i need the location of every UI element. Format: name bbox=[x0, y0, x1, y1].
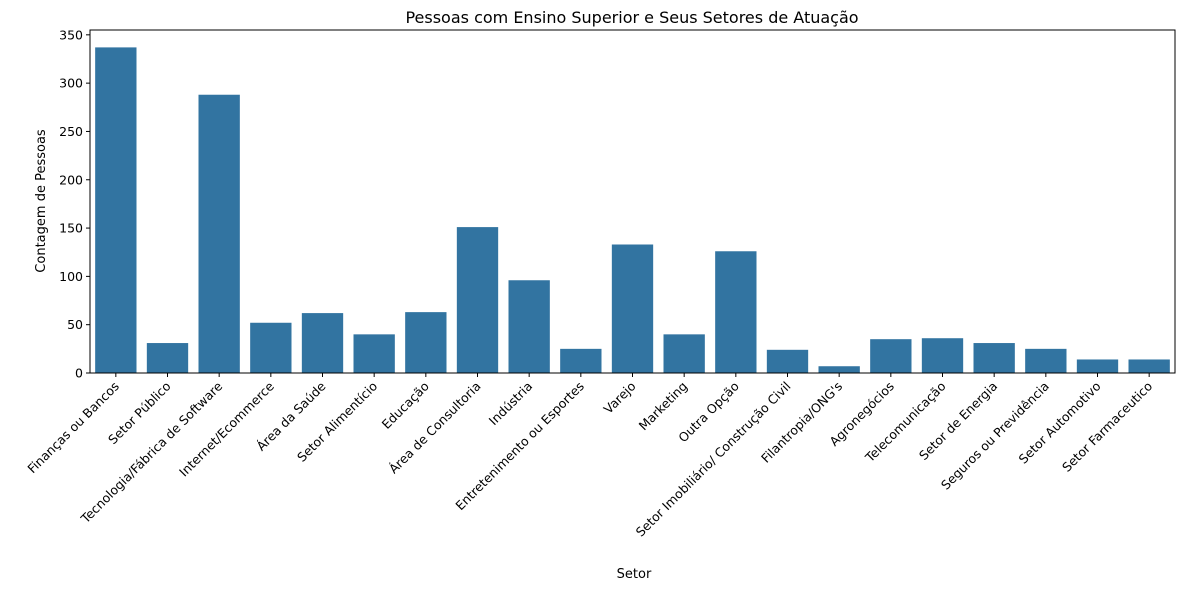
x-tick-label: Varejo bbox=[600, 379, 638, 417]
y-tick-label: 350 bbox=[59, 27, 83, 42]
x-tick-label: Setor Farmaceutico bbox=[1059, 379, 1155, 475]
y-tick-label: 250 bbox=[59, 124, 83, 139]
x-tick-label: Indústria bbox=[486, 379, 536, 429]
bar bbox=[715, 251, 757, 373]
bar bbox=[611, 244, 654, 373]
chart-title: Pessoas com Ensino Superior e Seus Setor… bbox=[405, 8, 858, 27]
bar bbox=[301, 313, 344, 373]
y-tick-label: 300 bbox=[59, 76, 83, 91]
y-tick-label: 100 bbox=[59, 269, 83, 284]
bar bbox=[1025, 348, 1067, 373]
bar bbox=[921, 338, 964, 373]
y-tick-label: 0 bbox=[75, 366, 83, 381]
bar bbox=[973, 343, 1015, 373]
bar bbox=[870, 339, 912, 373]
bar bbox=[508, 280, 550, 373]
y-tick-label: 50 bbox=[67, 317, 83, 332]
bar bbox=[353, 334, 395, 373]
bar bbox=[405, 312, 447, 373]
y-tick-label: 150 bbox=[59, 221, 83, 236]
x-tick-label: Marketing bbox=[636, 379, 691, 434]
y-axis: 0 50 100 150 200 250 300 350 bbox=[59, 27, 90, 381]
bars-group bbox=[95, 47, 1170, 374]
bar bbox=[95, 47, 137, 374]
bar bbox=[818, 366, 860, 373]
x-tick-label: Educação bbox=[379, 379, 432, 432]
bar bbox=[766, 349, 809, 373]
x-tick-label: Internet/Ecommerce bbox=[176, 378, 277, 479]
y-axis-label: Contagem de Pessoas bbox=[34, 129, 49, 273]
x-axis-label: Setor bbox=[617, 567, 652, 582]
bar bbox=[560, 348, 602, 373]
bar bbox=[146, 343, 189, 373]
x-tick-label: Área de Consultoria bbox=[386, 379, 484, 477]
bar bbox=[663, 334, 705, 373]
x-tick-label: Finanças ou Bancos bbox=[24, 379, 122, 477]
bar bbox=[1076, 359, 1119, 373]
bar bbox=[1128, 359, 1170, 373]
bar bbox=[198, 94, 240, 373]
plot-frame bbox=[89, 29, 1176, 374]
bar bbox=[250, 322, 292, 373]
y-tick-label: 200 bbox=[59, 172, 83, 187]
bar bbox=[456, 227, 499, 373]
